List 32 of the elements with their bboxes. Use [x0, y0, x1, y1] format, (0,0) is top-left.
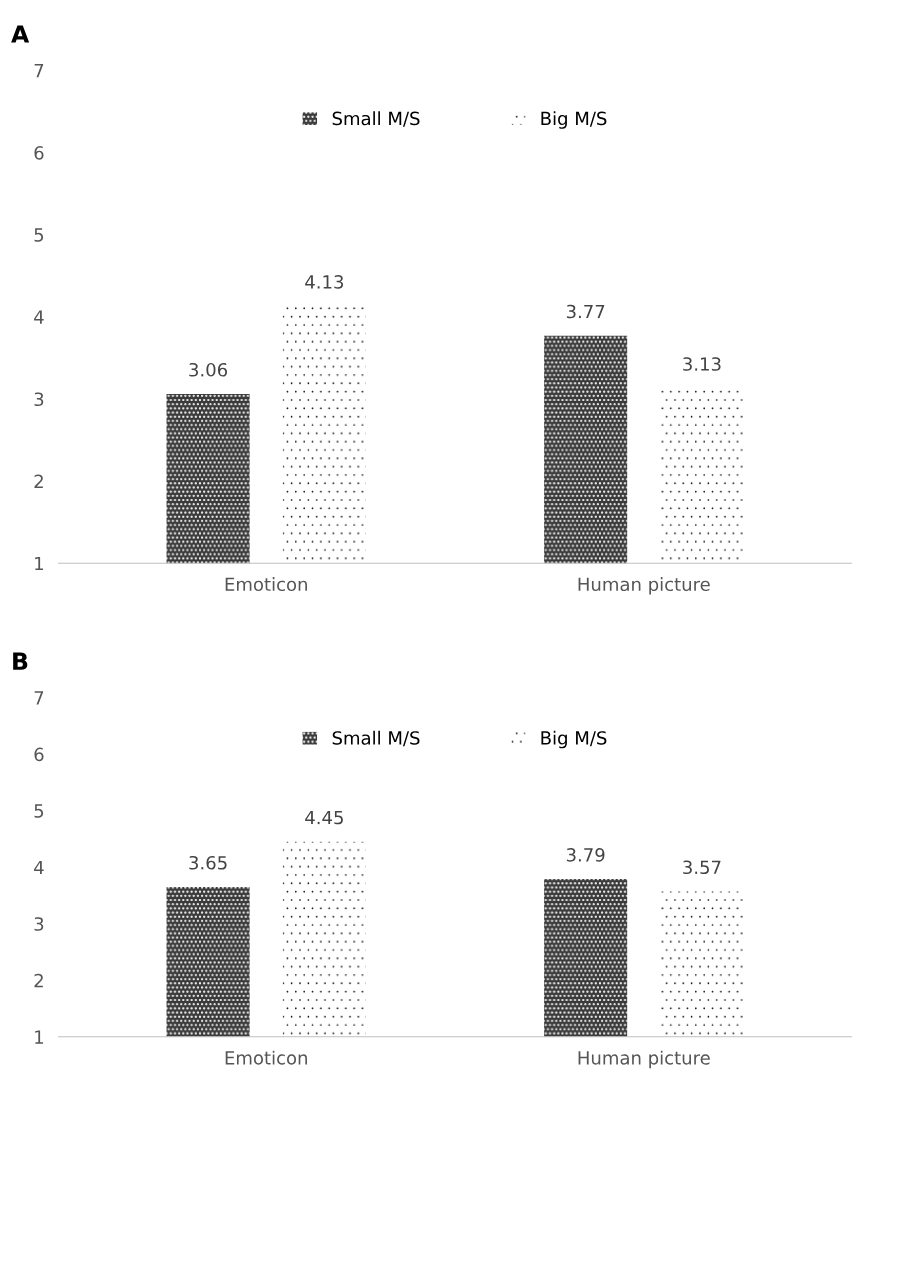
data-label: 4.45	[305, 810, 343, 825]
y-tick-label: 4	[34, 860, 44, 875]
data-label: 3.77	[566, 304, 605, 319]
y-tick-label: 3	[34, 392, 44, 407]
x-tick-label: Human picture	[578, 1050, 710, 1069]
legend-label: Small M/S	[332, 730, 420, 747]
y-tick-label: 7	[34, 691, 44, 705]
chart-title: A	[11, 25, 30, 43]
y-tick-label: 5	[34, 804, 44, 818]
y-tick-label: 6	[34, 145, 44, 160]
data-label: 3.13	[683, 357, 721, 371]
y-tick-label: 1	[35, 1030, 44, 1044]
y-tick-label: 2	[34, 973, 43, 988]
legend-label: Big M/S	[541, 730, 607, 749]
y-tick-label: 4	[34, 310, 44, 324]
x-tick-label: Emoticon	[225, 577, 307, 592]
data-label: 3.65	[189, 855, 227, 870]
chart-title: B	[13, 652, 28, 670]
y-tick-label: 6	[34, 747, 44, 762]
y-tick-label: 3	[34, 917, 44, 931]
y-tick-label: 2	[34, 474, 43, 488]
data-label: 3.06	[189, 362, 228, 377]
legend-label: Small M/S	[332, 111, 420, 127]
data-label: 3.57	[683, 860, 721, 875]
data-label: 3.79	[566, 848, 605, 862]
x-tick-label: Human picture	[578, 577, 710, 595]
y-tick-label: 5	[34, 228, 44, 242]
y-tick-label: 1	[35, 556, 44, 571]
legend-label: Big M/S	[541, 111, 607, 129]
data-label: 4.13	[305, 275, 344, 289]
y-tick-label: 7	[34, 64, 44, 78]
x-tick-label: Emoticon	[225, 1050, 307, 1065]
